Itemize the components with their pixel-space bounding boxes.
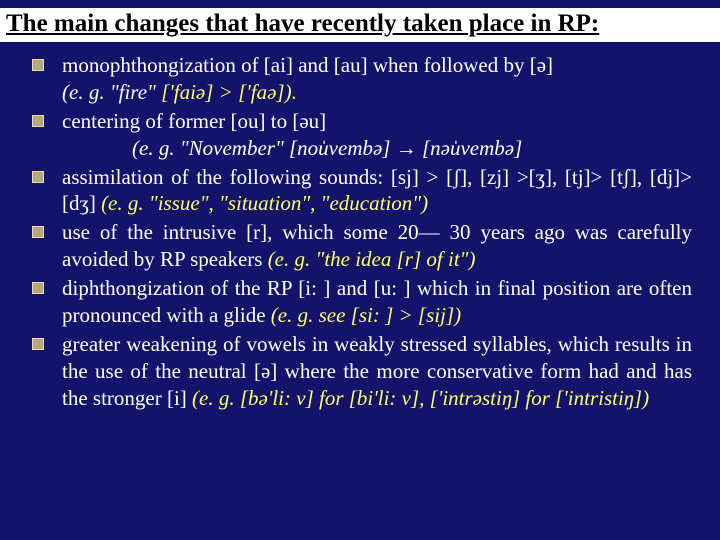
item-example-prefix: (e. g. "fire" xyxy=(62,80,156,104)
slide: The main changes that have recently take… xyxy=(0,0,720,540)
bullet-icon xyxy=(32,171,44,183)
bullet-icon xyxy=(32,338,44,350)
list-item: use of the intrusive [r], which some 20—… xyxy=(32,219,692,273)
item-text: centering of former [ou] to [əu] xyxy=(62,109,326,133)
item-example: (e. g. "issue", "situation", "education"… xyxy=(101,191,428,215)
list-item: centering of former [ou] to [əu] (e. g. … xyxy=(32,108,692,162)
item-example: (e. g. "November" [nou̍vembə] → [nəu̍vem… xyxy=(62,135,692,162)
bullet-icon xyxy=(32,59,44,71)
bullet-list: monophthongization of [ai] and [au] when… xyxy=(22,52,698,411)
item-example: (e. g. "the idea [r] of it") xyxy=(268,247,476,271)
list-item: diphthongization of the RP [i: ] and [u:… xyxy=(32,275,692,329)
item-example-yellow: ['faiə] > ['faə]). xyxy=(161,80,297,104)
list-item: monophthongization of [ai] and [au] when… xyxy=(32,52,692,106)
item-example: (e. g. [bə'li: v] for [bi'li: v], ['intr… xyxy=(192,386,649,410)
item-text: monophthongization of [ai] and [au] when… xyxy=(62,53,553,77)
bullet-icon xyxy=(32,282,44,294)
bullet-icon xyxy=(32,226,44,238)
bullet-icon xyxy=(32,115,44,127)
slide-title: The main changes that have recently take… xyxy=(0,8,720,42)
item-example: (e. g. see [si: ] > [sij]) xyxy=(271,303,461,327)
list-item: greater weakening of vowels in weakly st… xyxy=(32,331,692,412)
list-item: assimilation of the following sounds: [s… xyxy=(32,164,692,218)
